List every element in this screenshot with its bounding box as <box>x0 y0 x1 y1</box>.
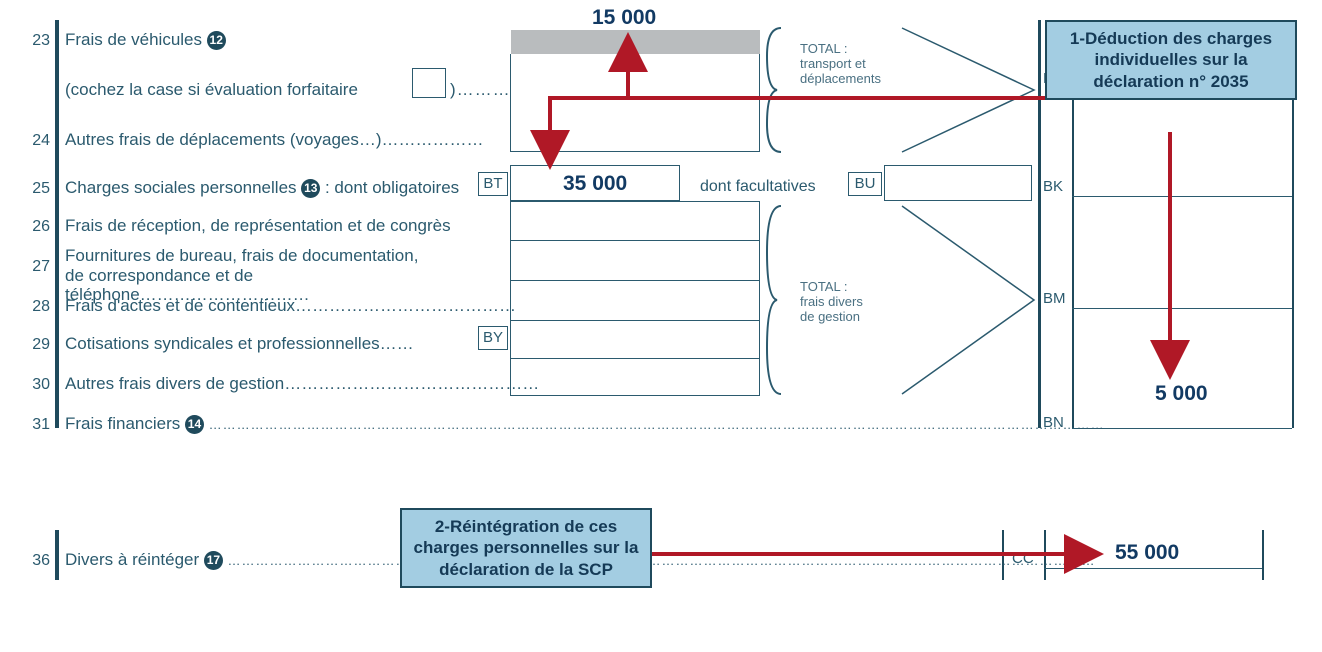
arrow-overlay <box>0 0 1322 652</box>
